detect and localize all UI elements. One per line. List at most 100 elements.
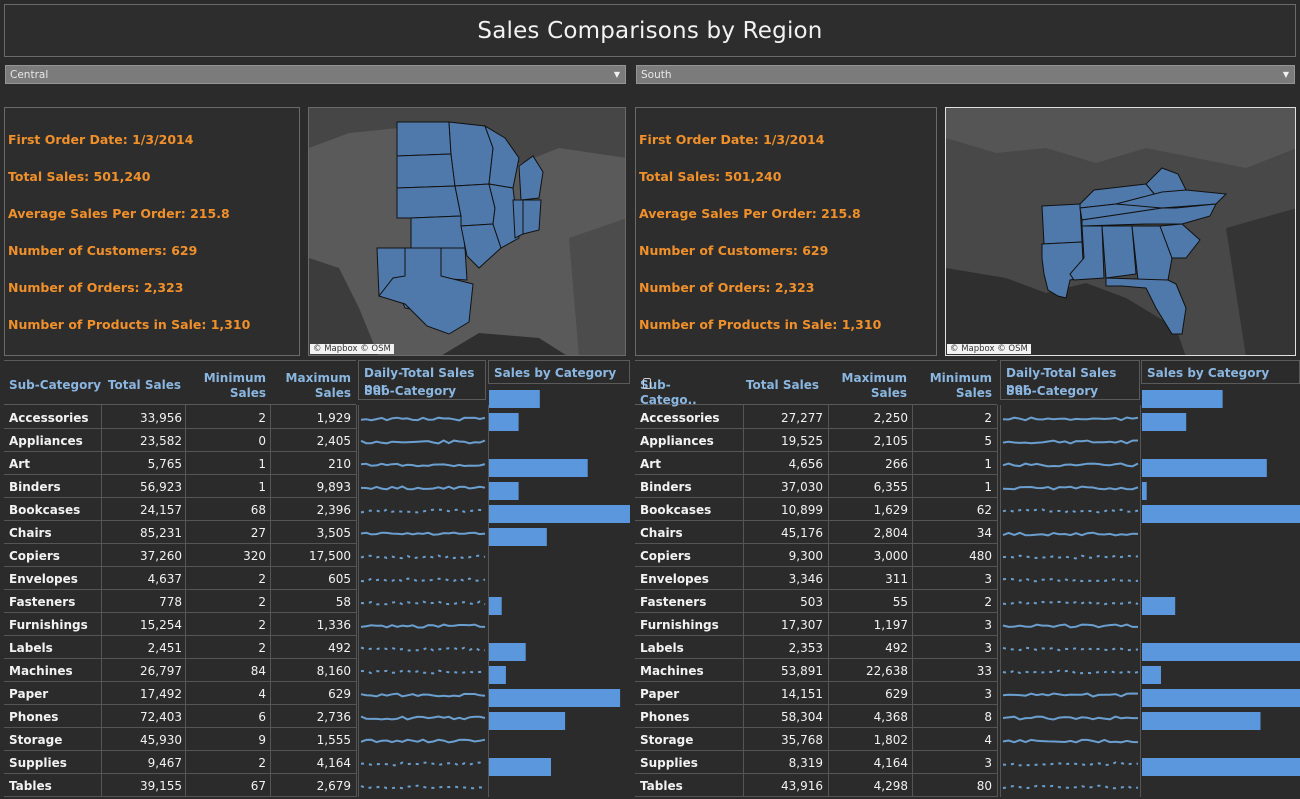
sub-category-cell: Envelopes [640, 572, 709, 586]
row-divider [635, 658, 997, 659]
table-row[interactable]: Binders 37,030 6,355 1 [635, 475, 997, 498]
header-col3-a[interactable]: Maximum [841, 371, 907, 385]
value-cell: 33 [976, 664, 992, 678]
sub-category-cell: Bookcases [9, 503, 81, 517]
table-row[interactable]: Binders 56,923 1 9,893 [4, 475, 356, 498]
table-row[interactable]: Fasteners 503 55 2 [635, 590, 997, 613]
table-row[interactable]: Supplies 8,319 4,164 3 [635, 751, 997, 774]
daily-header: Daily-Total Sales per Sub-Category [1000, 360, 1140, 400]
table-row[interactable]: Accessories 27,277 2,250 2 [635, 406, 997, 429]
daily-sales-sparklines [360, 416, 486, 790]
sparkline [360, 738, 486, 744]
sparkline [360, 554, 486, 560]
table-row[interactable]: Machines 26,797 84 8,160 [4, 659, 356, 682]
table-row[interactable]: Labels 2,451 2 492 [4, 636, 356, 659]
row-divider [635, 727, 997, 728]
chevron-down-icon[interactable]: ▼ [1282, 70, 1289, 79]
sub-category-cell: Tables [9, 779, 52, 793]
table-row[interactable]: Phones 58,304 4,368 8 [635, 705, 997, 728]
row-divider [4, 589, 356, 590]
value-cell: 3,000 [873, 549, 908, 563]
value-cell: 1,555 [316, 733, 351, 747]
row-divider [4, 520, 356, 521]
table-row[interactable]: Furnishings 15,254 2 1,336 [4, 613, 356, 636]
header-col4-a[interactable]: Minimum [929, 371, 992, 385]
table-row[interactable]: Chairs 45,176 2,804 34 [635, 521, 997, 544]
table-row[interactable]: Envelopes 4,637 2 605 [4, 567, 356, 590]
table-row[interactable]: Accessories 33,956 2 1,929 [4, 406, 356, 429]
row-divider [4, 497, 356, 498]
table-row[interactable]: Bookcases 24,157 68 2,396 [4, 498, 356, 521]
sub-category-cell: Envelopes [9, 572, 78, 586]
table-row[interactable]: Copiers 37,260 320 17,500 [4, 544, 356, 567]
table-row[interactable]: Machines 53,891 22,638 33 [635, 659, 997, 682]
sub-category-cell: Bookcases [640, 503, 712, 517]
daily-header: Daily-Total Sales per Sub-Category [358, 360, 486, 400]
region-map-central[interactable]: © Mapbox © OSM [308, 107, 626, 356]
sparkline [360, 577, 486, 583]
header-total-sales[interactable]: Total Sales [107, 378, 181, 392]
value-cell: 480 [969, 549, 992, 563]
table-row[interactable]: Storage 35,768 1,802 4 [635, 728, 997, 751]
sub-category-cell: Fasteners [9, 595, 76, 609]
region-filter-right[interactable]: South ▼ [636, 65, 1295, 84]
value-cell: 15,254 [140, 618, 182, 632]
table-row[interactable]: Paper 17,492 4 629 [4, 682, 356, 705]
table-row[interactable]: Phones 72,403 6 2,736 [4, 705, 356, 728]
row-divider [635, 635, 997, 636]
category-bar [489, 390, 540, 408]
table-row[interactable]: Appliances 19,525 2,105 5 [635, 429, 997, 452]
row-divider [635, 497, 997, 498]
table-row[interactable]: Supplies 9,467 2 4,164 [4, 751, 356, 774]
value-cell: 43,916 [781, 779, 823, 793]
header-total-sales[interactable]: Total Sales [745, 378, 819, 392]
chevron-down-icon[interactable]: ▼ [613, 70, 620, 79]
table-row[interactable]: Tables 39,155 67 2,679 [4, 774, 356, 797]
value-cell: 62 [976, 503, 992, 517]
header-col4-b: Sales [314, 386, 351, 400]
category-bar [489, 505, 630, 523]
value-cell: 67 [250, 779, 266, 793]
category-bar [489, 459, 588, 477]
table-row[interactable]: Art 4,656 266 1 [635, 452, 997, 475]
header-col3-b: Sales [229, 386, 266, 400]
value-cell: 3 [984, 572, 992, 586]
header-col3-b: Sales [870, 386, 907, 400]
bycat-header: Sales by Category [1141, 360, 1300, 384]
row-divider [635, 520, 997, 521]
header-by-category: Sales by Category [1147, 366, 1270, 380]
sort-icon[interactable] [643, 378, 651, 389]
sparkline [1002, 554, 1139, 560]
value-cell: 1,336 [316, 618, 351, 632]
sparkline [360, 462, 486, 468]
value-cell: 4 [258, 687, 266, 701]
table-row[interactable]: Chairs 85,231 27 3,505 [4, 521, 356, 544]
header-col4-a[interactable]: Maximum [285, 371, 351, 385]
header-sub-category[interactable]: Sub-Category [9, 378, 102, 392]
sparkline [1002, 577, 1139, 583]
value-cell: 1 [258, 457, 266, 471]
daily-sales-sparklines [1002, 416, 1139, 790]
sparkline [1002, 784, 1139, 790]
sparkline [1002, 623, 1138, 629]
sub-category-cell: Tables [640, 779, 683, 793]
table-row[interactable]: Appliances 23,582 0 2,405 [4, 429, 356, 452]
row-divider [4, 451, 356, 452]
table-row[interactable]: Furnishings 17,307 1,197 3 [635, 613, 997, 636]
table-row[interactable]: Tables 43,916 4,298 80 [635, 774, 997, 797]
table-row[interactable]: Copiers 9,300 3,000 480 [635, 544, 997, 567]
region-map-south[interactable]: © Mapbox © OSM [945, 107, 1296, 356]
value-cell: 8,160 [316, 664, 351, 678]
table-row[interactable]: Storage 45,930 9 1,555 [4, 728, 356, 751]
table-row[interactable]: Bookcases 10,899 1,629 62 [635, 498, 997, 521]
region-filter-left[interactable]: Central ▼ [5, 65, 626, 84]
table-row[interactable]: Envelopes 3,346 311 3 [635, 567, 997, 590]
row-divider [635, 451, 997, 452]
category-bar [489, 413, 519, 431]
table-row[interactable]: Labels 2,353 492 3 [635, 636, 997, 659]
table-row[interactable]: Art 5,765 1 210 [4, 452, 356, 475]
table-row[interactable]: Paper 14,151 629 3 [635, 682, 997, 705]
header-col3-a[interactable]: Minimum [203, 371, 266, 385]
table-row[interactable]: Fasteners 778 2 58 [4, 590, 356, 613]
map-attribution: © Mapbox © OSM [310, 344, 394, 354]
